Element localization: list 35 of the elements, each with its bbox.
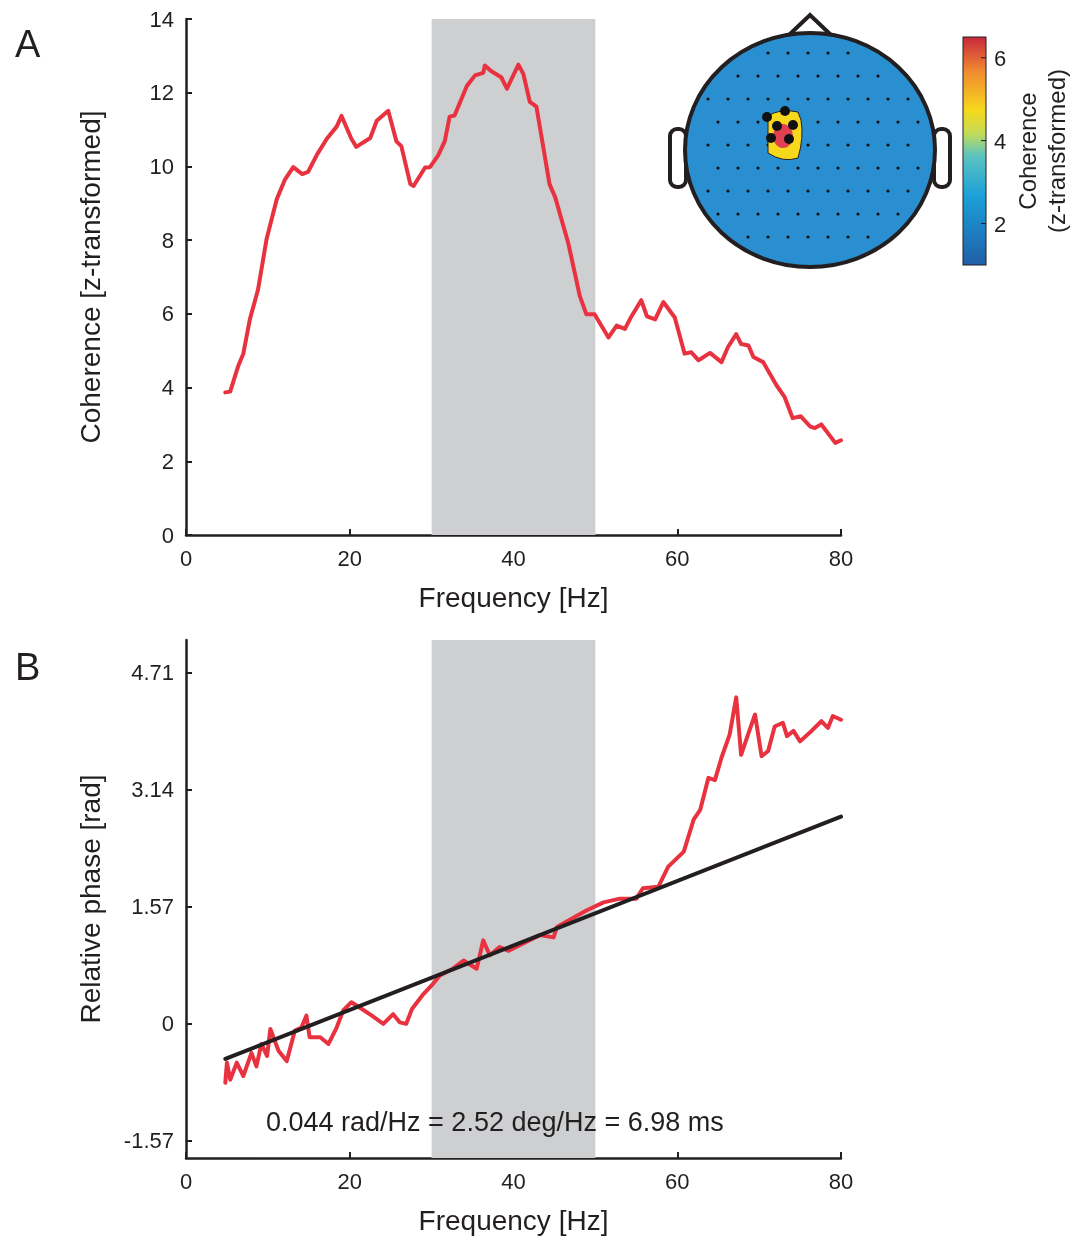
y-tick-label: 10 xyxy=(149,153,174,179)
color-bar-label: 2 xyxy=(994,211,1007,237)
x-tick-label: 80 xyxy=(828,1168,854,1194)
y-tick-label: 12 xyxy=(149,80,174,106)
x-tick-label: 60 xyxy=(665,545,690,571)
x-tick-label: 80 xyxy=(828,545,854,571)
x-tick-label: 40 xyxy=(501,545,526,571)
x-axis-title: Frequency [Hz] xyxy=(418,581,609,613)
x-tick-label: 0 xyxy=(179,545,193,571)
y-tick-label: 0 xyxy=(161,522,174,548)
annotation: 0.044 rad/Hz = 2.52 deg/Hz = 6.98 ms xyxy=(266,1106,724,1137)
y-tick-label: 3.14 xyxy=(131,777,174,803)
x-tick-label: 40 xyxy=(501,1168,526,1194)
y-tick-label: 6 xyxy=(161,301,174,327)
x-tick-label: 60 xyxy=(665,1168,690,1194)
chart-title: A xyxy=(15,23,41,65)
y-tick-label: 1.57 xyxy=(131,894,174,920)
y-tick-label: 2 xyxy=(161,448,174,474)
color-bar-label: 4 xyxy=(994,128,1007,154)
y-tick-label: 4 xyxy=(161,375,174,401)
chart-title: B xyxy=(15,646,41,688)
x-tick-label: 0 xyxy=(179,1168,193,1194)
x-tick-label: 20 xyxy=(337,1168,362,1194)
y-tick-label: 4.71 xyxy=(131,660,174,686)
y-axis-title: Relative phase [rad] xyxy=(74,774,106,1024)
y-axis-title: Coherence [z-transformed] xyxy=(74,110,106,444)
x-tick-label: 20 xyxy=(337,545,362,571)
y-tick-label: 0 xyxy=(161,1011,174,1037)
color-bar-label: 6 xyxy=(994,45,1007,71)
x-axis-title: Frequency [Hz] xyxy=(418,1204,609,1236)
y-tick-label: -1.57 xyxy=(123,1128,174,1154)
line-series xyxy=(223,62,843,445)
y-tick-label: 14 xyxy=(149,6,174,32)
color-bar-title: Coherence (z-transformed) xyxy=(1014,68,1070,234)
y-tick-label: 8 xyxy=(161,227,174,253)
